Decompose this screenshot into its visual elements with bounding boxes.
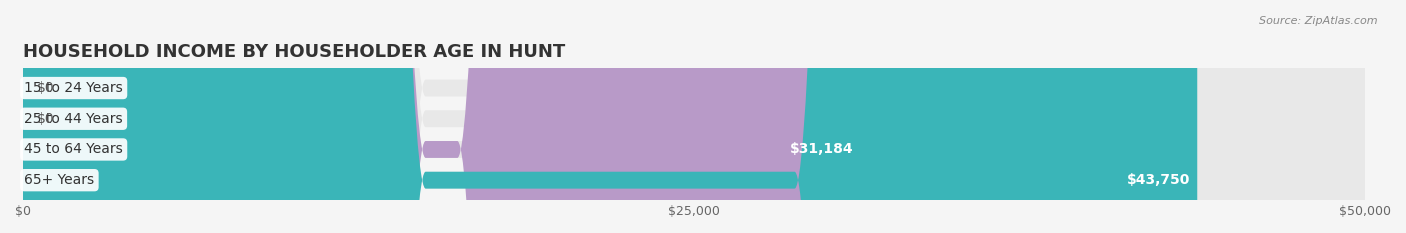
Text: $43,750: $43,750: [1128, 173, 1191, 187]
Text: HOUSEHOLD INCOME BY HOUSEHOLDER AGE IN HUNT: HOUSEHOLD INCOME BY HOUSEHOLDER AGE IN H…: [22, 43, 565, 61]
FancyBboxPatch shape: [22, 0, 1365, 233]
Text: $31,184: $31,184: [790, 142, 853, 157]
Text: 25 to 44 Years: 25 to 44 Years: [24, 112, 122, 126]
FancyBboxPatch shape: [22, 0, 1198, 233]
Text: Source: ZipAtlas.com: Source: ZipAtlas.com: [1260, 16, 1378, 26]
Text: $0: $0: [37, 81, 53, 95]
Text: 45 to 64 Years: 45 to 64 Years: [24, 142, 124, 157]
FancyBboxPatch shape: [22, 0, 1365, 233]
FancyBboxPatch shape: [22, 0, 1365, 233]
FancyBboxPatch shape: [22, 0, 860, 233]
FancyBboxPatch shape: [22, 0, 1365, 233]
Text: 15 to 24 Years: 15 to 24 Years: [24, 81, 124, 95]
Text: 65+ Years: 65+ Years: [24, 173, 94, 187]
Text: $0: $0: [37, 112, 53, 126]
